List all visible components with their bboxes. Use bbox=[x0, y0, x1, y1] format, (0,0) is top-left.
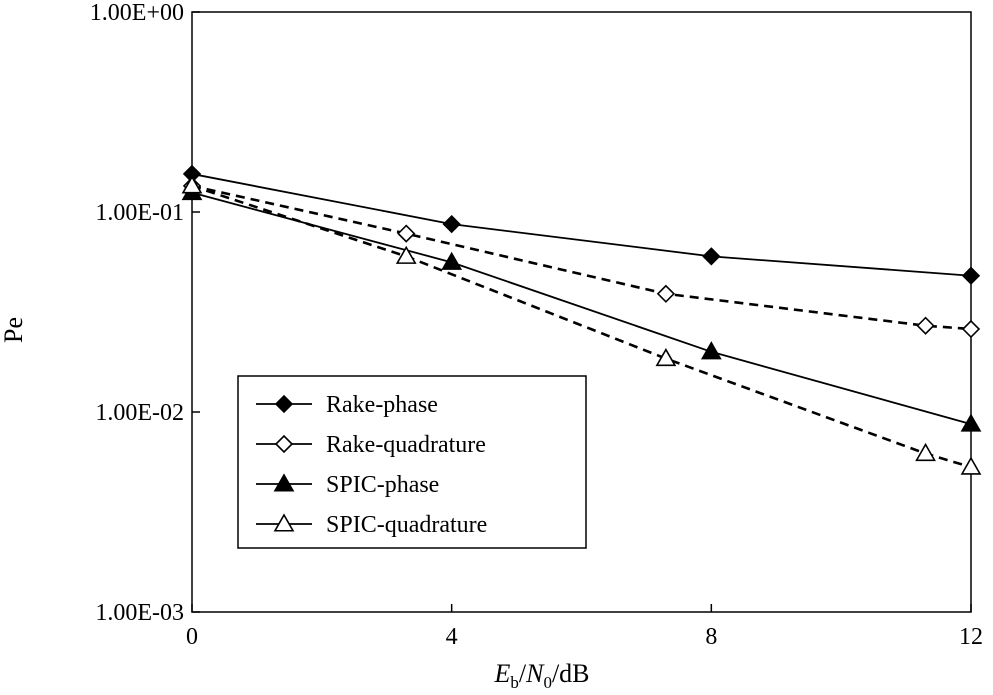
legend-marker bbox=[273, 513, 295, 532]
y-tick-label: 1.00E-01 bbox=[95, 200, 184, 226]
data-point bbox=[655, 347, 677, 367]
data-point bbox=[960, 456, 982, 475]
series-line bbox=[191, 173, 972, 277]
y-tick-label: 1.00E-02 bbox=[95, 400, 184, 426]
legend-label: SPIC-phase bbox=[326, 472, 439, 498]
legend-marker bbox=[274, 394, 294, 414]
y-tick-label: 1.00E-03 bbox=[95, 600, 184, 626]
plot-area bbox=[191, 11, 972, 613]
data-point bbox=[960, 413, 982, 432]
legend-box bbox=[237, 375, 587, 549]
legend-item: Rake-phase bbox=[256, 392, 438, 418]
data-point bbox=[442, 214, 461, 234]
series-spic-quadrature bbox=[181, 175, 982, 475]
legend-item: SPIC-quadrature bbox=[256, 512, 487, 538]
data-point bbox=[700, 341, 722, 360]
y-axis-title: Pe bbox=[0, 317, 28, 343]
legend-marker bbox=[274, 434, 294, 454]
x-tick-label: 8 bbox=[705, 624, 717, 650]
x-axis-title: Eb/N0/dB bbox=[493, 659, 589, 692]
legend-label: Rake-phase bbox=[326, 392, 438, 418]
legend-label: SPIC-quadrature bbox=[326, 512, 487, 538]
data-point bbox=[441, 251, 463, 270]
data-point bbox=[915, 442, 936, 462]
legend-item: Rake-quadrature bbox=[256, 432, 486, 458]
series-rake-phase bbox=[182, 164, 981, 285]
legend-item: SPIC-phase bbox=[256, 472, 439, 498]
data-point bbox=[397, 224, 416, 243]
y-tick-label: 1.00E+00 bbox=[90, 0, 184, 26]
x-tick-label: 0 bbox=[186, 624, 198, 650]
legend: Rake-phase Rake-quadrature SPIC-phase SPIC-… bbox=[237, 375, 587, 549]
series-rake-quadrature bbox=[182, 176, 981, 339]
data-point bbox=[916, 316, 935, 335]
data-point bbox=[961, 266, 981, 285]
data-point bbox=[702, 247, 721, 266]
legend-marker bbox=[273, 473, 295, 492]
x-tick-label: 4 bbox=[446, 624, 458, 650]
data-point bbox=[961, 319, 981, 339]
series-line bbox=[191, 184, 972, 469]
legend-label: Rake-quadrature bbox=[326, 432, 486, 458]
x-tick-label: 12 bbox=[959, 624, 983, 650]
data-point bbox=[656, 284, 676, 303]
data-point bbox=[395, 245, 417, 264]
data-point bbox=[181, 175, 203, 194]
